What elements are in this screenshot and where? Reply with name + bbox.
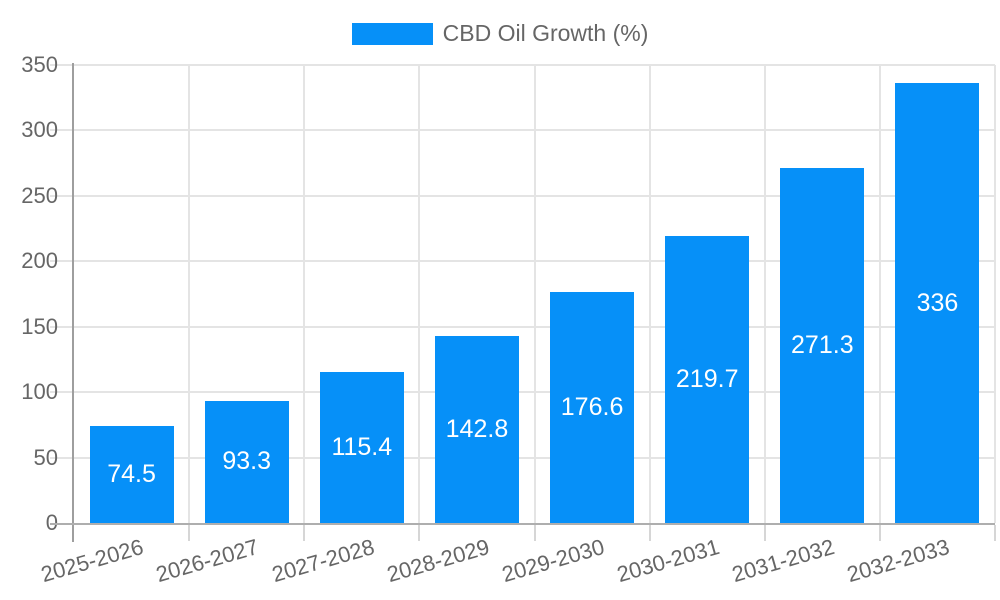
- bar-value-label: 219.7: [675, 364, 739, 393]
- x-tick-label: 2025-2026: [38, 534, 147, 588]
- bar[interactable]: 336: [895, 83, 980, 523]
- legend-swatch: [351, 22, 433, 45]
- y-tick-mark: [50, 64, 74, 66]
- x-tick-mark: [648, 525, 651, 541]
- x-tick-mark: [533, 525, 536, 541]
- y-tick-label: 50: [33, 444, 58, 470]
- bar-value-label: 176.6: [560, 392, 624, 421]
- bar-value-label: 115.4: [331, 432, 393, 461]
- y-tick-mark: [50, 391, 74, 394]
- bar[interactable]: 93.3: [204, 400, 289, 523]
- bar[interactable]: 271.3: [780, 167, 865, 523]
- bar[interactable]: 176.6: [550, 291, 635, 523]
- y-axis-line: [72, 63, 74, 542]
- x-gridline: [533, 65, 536, 523]
- y-tick-label: 250: [21, 182, 58, 208]
- bar[interactable]: 115.4: [319, 371, 404, 523]
- bar[interactable]: 74.5: [89, 425, 174, 523]
- y-tick-label: 150: [21, 313, 58, 339]
- y-tick-label: 200: [21, 248, 58, 274]
- y-tick-label: 0: [0, 510, 58, 536]
- y-tick-label: 300: [21, 117, 58, 143]
- bar-value-label: 93.3: [222, 447, 272, 476]
- x-tick-label: 2027-2028: [268, 534, 377, 588]
- x-gridline: [763, 65, 766, 523]
- x-tick-mark: [878, 525, 881, 541]
- x-tick-label: 2030-2031: [614, 534, 723, 588]
- x-tick-label: 2026-2027: [153, 534, 262, 588]
- x-tick-label: 2031-2032: [729, 534, 838, 588]
- legend-item[interactable]: CBD Oil Growth (%): [0, 20, 1000, 47]
- x-tick-mark: [418, 525, 421, 541]
- bar[interactable]: 219.7: [665, 235, 750, 523]
- y-tick-mark: [50, 260, 74, 263]
- legend-label: CBD Oil Growth (%): [442, 20, 649, 46]
- bar-value-label: 271.3: [791, 330, 854, 359]
- x-axis-line: [50, 523, 995, 525]
- bar-value-label: 74.5: [107, 459, 156, 488]
- x-tick-label: 2028-2029: [383, 534, 492, 588]
- x-tick-label: 2029-2030: [498, 534, 607, 588]
- y-tick-mark: [50, 325, 74, 328]
- x-gridline: [878, 65, 881, 523]
- bar[interactable]: 142.8: [434, 336, 519, 523]
- x-gridline: [994, 65, 996, 523]
- x-tick-mark: [763, 525, 766, 541]
- x-gridline: [648, 65, 651, 523]
- x-gridline: [303, 65, 306, 523]
- y-tick-mark: [50, 456, 74, 459]
- y-tick-mark: [50, 194, 74, 197]
- x-tick-mark: [188, 525, 191, 541]
- x-gridline: [188, 65, 191, 523]
- y-tick-label: 100: [21, 379, 58, 405]
- y-tick-label: 350: [21, 52, 58, 77]
- x-tick-label: 2032-2033: [844, 534, 953, 588]
- bar-value-label: 142.8: [445, 415, 509, 444]
- bar-value-label: 336: [916, 288, 959, 317]
- y-tick-mark: [50, 129, 74, 132]
- x-tick-mark: [994, 525, 996, 541]
- x-tick-mark: [303, 525, 306, 541]
- x-gridline: [418, 65, 421, 523]
